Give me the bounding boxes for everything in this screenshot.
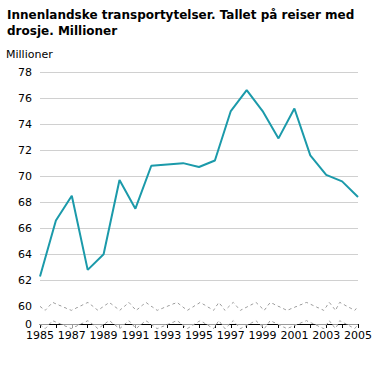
svg-text:drosje. Millioner: drosje. Millioner [7,24,117,38]
svg-text:70: 70 [18,170,32,183]
svg-text:Millioner: Millioner [6,48,53,61]
svg-text:2001: 2001 [280,329,308,342]
svg-text:2003: 2003 [312,329,340,342]
svg-text:62: 62 [18,274,32,287]
svg-text:1985: 1985 [26,329,54,342]
svg-text:64: 64 [18,248,32,261]
svg-text:1993: 1993 [153,329,181,342]
svg-text:1995: 1995 [185,329,213,342]
svg-text:0: 0 [25,317,32,331]
svg-text:Innenlandske transportytelser.: Innenlandske transportytelser. Tallet på… [7,8,359,22]
svg-text:2005: 2005 [344,329,372,342]
svg-text:68: 68 [18,196,32,209]
svg-text:1991: 1991 [121,329,149,342]
svg-text:72: 72 [18,144,32,157]
svg-text:74: 74 [18,118,32,131]
svg-text:1999: 1999 [249,329,277,342]
svg-text:76: 76 [18,92,32,105]
svg-text:60: 60 [18,300,32,313]
svg-text:78: 78 [18,66,32,79]
svg-text:66: 66 [18,222,32,235]
svg-text:1989: 1989 [90,329,118,342]
svg-text:1987: 1987 [58,329,86,342]
svg-text:1997: 1997 [217,329,245,342]
